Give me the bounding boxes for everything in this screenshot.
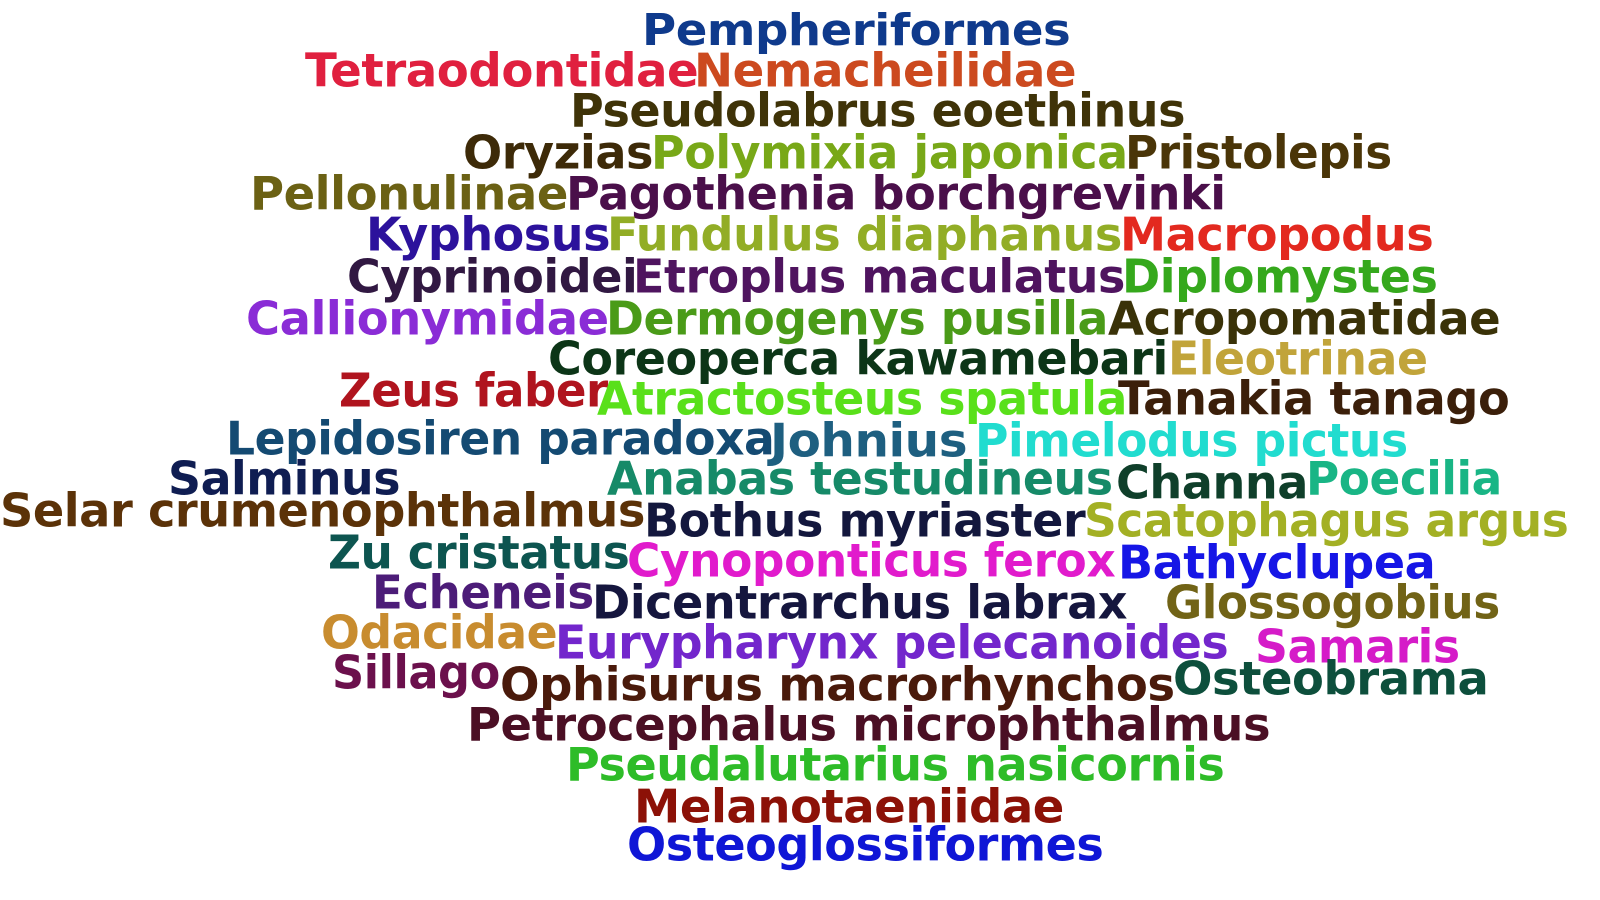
cloud-word: Pellonulinae (250, 167, 568, 221)
cloud-word: Selar crumenophthalmus (0, 484, 645, 538)
cloud-word: Eleotrinae (1168, 332, 1428, 386)
cloud-word: Anabas testudineus (607, 452, 1113, 506)
cloud-word: Melanotaeniidae (634, 780, 1064, 834)
cloud-word: Dicentrarchus labrax (592, 576, 1128, 630)
cloud-word: Osteoglossiformes (627, 818, 1104, 872)
cloud-word: Polymixia japonica (651, 126, 1128, 180)
cloud-word: Ophisurus macrorhynchos (500, 658, 1175, 712)
cloud-word: Tanakia tanago (1118, 372, 1510, 426)
cloud-word: Acropomatidae (1108, 292, 1501, 346)
cloud-word: Oryzias (463, 126, 653, 180)
cloud-word: Glossogobius (1165, 576, 1500, 630)
cloud-word: Lepidosiren paradoxa (226, 412, 775, 466)
cloud-word: Pseudalutarius nasicornis (566, 738, 1225, 792)
cloud-word: Echeneis (372, 566, 594, 620)
cloud-word: Diplomystes (1122, 250, 1438, 304)
cloud-word: Odacidae (321, 606, 558, 660)
cloud-word: Scatophagus argus (1084, 494, 1569, 548)
cloud-word: Pimelodus pictus (975, 414, 1408, 468)
cloud-word: Samaris (1255, 620, 1460, 674)
cloud-word: Tetraodontidae (305, 44, 699, 98)
cloud-word: Petrocephalus microphthalmus (467, 698, 1271, 752)
cloud-word: Pristolepis (1125, 126, 1392, 180)
cloud-word: Macropodus (1120, 208, 1434, 262)
cloud-word: Zu cristatus (328, 526, 630, 580)
cloud-word: Pseudolabrus eoethinus (570, 84, 1186, 138)
cloud-word: Etroplus maculatus (633, 250, 1125, 304)
cloud-word: Bothus myriaster (644, 494, 1086, 548)
cloud-word: Cynoponticus ferox (627, 534, 1116, 588)
cloud-word: Fundulus diaphanus (607, 208, 1122, 262)
cloud-word: Johnius (770, 414, 968, 468)
cloud-word: Coreoperca kawamebari (548, 332, 1168, 386)
cloud-word: Pempheriformes (642, 4, 1071, 56)
cloud-word: Eurypharynx pelecanoides (555, 616, 1229, 670)
cloud-word: Poecilia (1306, 452, 1502, 506)
cloud-word: Osteobrama (1173, 652, 1489, 706)
cloud-word: Dermogenys pusilla (606, 292, 1108, 346)
cloud-word: Callionymidae (246, 292, 609, 346)
cloud-word: Kyphosus (366, 208, 611, 262)
cloud-word: Pagothenia borchgrevinki (566, 167, 1226, 221)
cloud-word: Sillago (332, 646, 500, 700)
cloud-word: Cyprinoidei (347, 250, 638, 304)
cloud-word: Zeus faber (339, 364, 608, 418)
cloud-word: Bathyclupea (1118, 536, 1436, 590)
cloud-word: Nemacheilidae (694, 44, 1077, 98)
cloud-word: Channa (1116, 456, 1308, 510)
cloud-word: Atractosteus spatula (597, 372, 1127, 426)
cloud-word: Salminus (168, 452, 401, 506)
